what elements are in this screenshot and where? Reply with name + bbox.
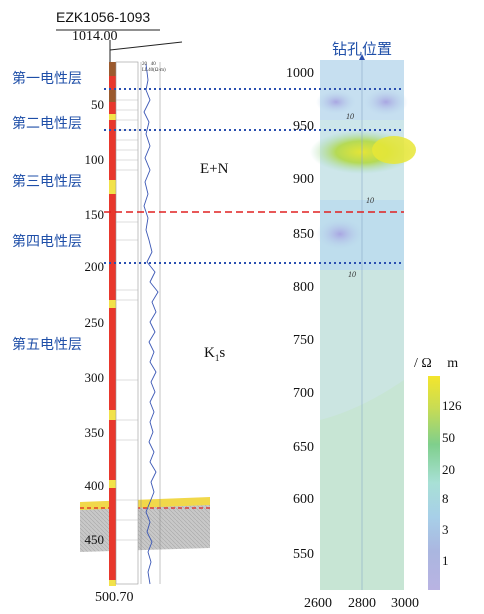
layer-label-1: 第一电性层 [12,72,82,87]
contour-label-1: 10 [346,112,354,121]
x-tick-2600: 2600 [304,596,332,611]
section-title: 钻孔位置 [332,42,393,58]
elev-tick-550: 550 [293,547,314,562]
depth-tick-400: 400 [84,478,105,493]
layer-label-2: 第二电性层 [12,117,82,132]
borehole-marker [359,54,365,60]
elev-tick-1000: 1000 [286,66,314,81]
elev-tick-600: 600 [293,492,314,507]
elev-tick-950: 950 [293,119,314,134]
legend-tick-1: 1 [442,553,449,568]
elev-tick-650: 650 [293,440,314,455]
legend-tick-20: 20 [442,462,455,477]
borehole-elevation: 1014.00 [72,29,118,44]
depth-tick-100: 100 [84,152,105,167]
layer-label-4: 第四电性层 [12,235,82,250]
contour-label-2: 10 [366,196,374,205]
log-header: 20 40 LL40(Ω·m) [142,62,172,74]
lithology-column [109,62,116,584]
legend-unit: / Ω m [414,356,458,372]
legend-colorbar [428,376,440,590]
legend-tick-8: 8 [442,491,449,506]
resistivity-log-curve [143,63,159,585]
layer-label-5: 第五电性层 [12,338,82,353]
legend-tick-3: 3 [442,522,449,537]
unit-label-s: s [219,345,226,361]
elev-tick-800: 800 [293,280,314,295]
depth-tick-50: 50 [91,97,104,112]
layer-boundaries [104,88,404,264]
depth-tick-300: 300 [84,370,105,385]
legend-tick-50: 50 [442,430,455,445]
depth-tick-450: 450 [84,532,105,547]
legend-tick-126: 126 [442,398,462,413]
log-header-20: 20 [142,62,147,67]
borehole-id: EZK1056-1093 [56,9,151,25]
unit-label-en: E+N [200,161,229,177]
legend-unit-m: m [447,356,459,371]
description-column [115,61,139,585]
log-header-unit: LL40(Ω·m) [142,68,166,73]
elev-tick-850: 850 [293,227,314,242]
legend-unit-omega: Ω [421,356,432,371]
unit-label-k1s: K1s [204,345,225,363]
contour-label-3: 10 [348,270,356,279]
layer-label-3: 第三电性层 [12,175,82,190]
legend-unit-slash: / [414,356,418,371]
depth-tick-350: 350 [84,425,105,440]
depth-tick-200: 200 [84,259,105,274]
depth-tick-250: 250 [84,315,105,330]
elev-tick-700: 700 [293,386,314,401]
x-tick-3000: 3000 [391,596,419,611]
unit-label-k: K [204,345,215,361]
borehole-bottom-depth: 500.70 [95,590,134,605]
depth-tick-150: 150 [84,207,105,222]
log-header-40: 40 [150,62,156,67]
elev-tick-750: 750 [293,333,314,348]
unit-label-sub: 1 [214,353,220,363]
x-tick-2800: 2800 [348,596,376,611]
elev-tick-900: 900 [293,172,314,187]
